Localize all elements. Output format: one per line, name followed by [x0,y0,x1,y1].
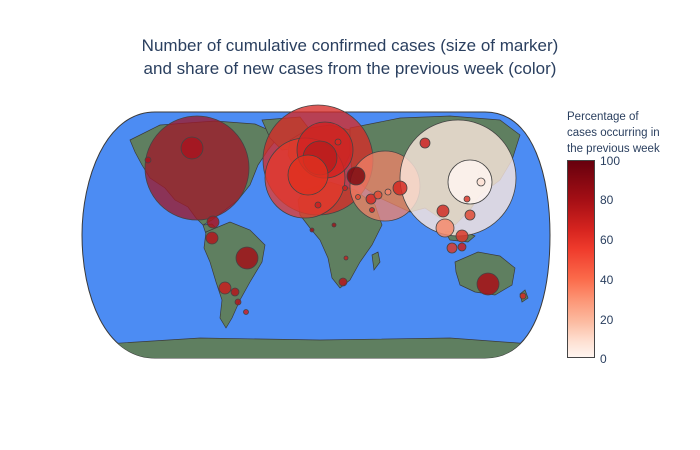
marker-iran [346,166,366,186]
marker-north-america [144,115,250,221]
colorbar-tick-0: 0 [600,352,607,366]
marker-small-8 [384,188,392,196]
marker-south-korea [435,218,455,238]
marker-us-east [180,136,204,160]
colorbar-tick-60: 60 [600,233,614,247]
marker-europe-nested-2 [287,154,329,196]
colorbar-tick-20: 20 [600,313,614,327]
colorbar-title-line-3: the previous week [567,143,660,155]
marker-southeast-asia [436,204,450,218]
marker-small-3 [355,194,361,200]
marker-pakistan [419,137,431,149]
marker-mexico [206,215,220,229]
land-antarctica [89,337,546,358]
colorbar-title-line-1: Percentage of [567,111,639,123]
chart-title-line-1: Number of cumulative confirmed cases (si… [141,36,559,55]
marker-small-7 [343,255,349,261]
marker-south-africa [338,277,348,287]
marker-australia [476,272,500,296]
land-madagascar [371,251,381,271]
marker-small-1 [334,138,342,146]
chart-title: Number of cumulative confirmed cases (si… [0,34,700,80]
marker-small-5 [331,222,337,228]
colorbar-title: Percentage of cases occurring in the pre… [567,109,697,157]
colorbar-title-line-2: cases occurring in [567,127,660,139]
marker-small-10 [243,309,249,315]
marker-small-2 [342,185,348,191]
marker-small-6 [309,227,315,233]
marker-new-zealand [519,292,527,300]
marker-layer [144,104,527,315]
marker-small-9 [234,298,242,306]
marker-colombia [205,231,219,245]
colorbar-tick-80: 80 [600,193,614,207]
marker-thailand [457,242,467,252]
marker-saudi [373,190,383,200]
chart-title-line-2: and share of new cases from the previous… [143,59,557,78]
marker-canada-west [144,156,152,164]
marker-taiwan [463,195,471,203]
marker-indonesia [455,229,469,243]
colorbar-tick-100: 100 [600,154,621,168]
colorbar-tick-40: 40 [600,273,614,287]
colorbar [567,160,595,358]
marker-egypt [365,193,377,205]
marker-north-africa [314,201,322,209]
marker-southeast-asia-2 [446,242,458,254]
marker-brazil [235,246,259,270]
marker-india [392,180,408,196]
marker-peru [218,281,232,295]
marker-east-china [447,159,493,205]
marker-philippines [464,209,476,221]
marker-small-4 [369,207,375,213]
marker-argentina [230,287,240,297]
marker-japan [476,177,486,187]
